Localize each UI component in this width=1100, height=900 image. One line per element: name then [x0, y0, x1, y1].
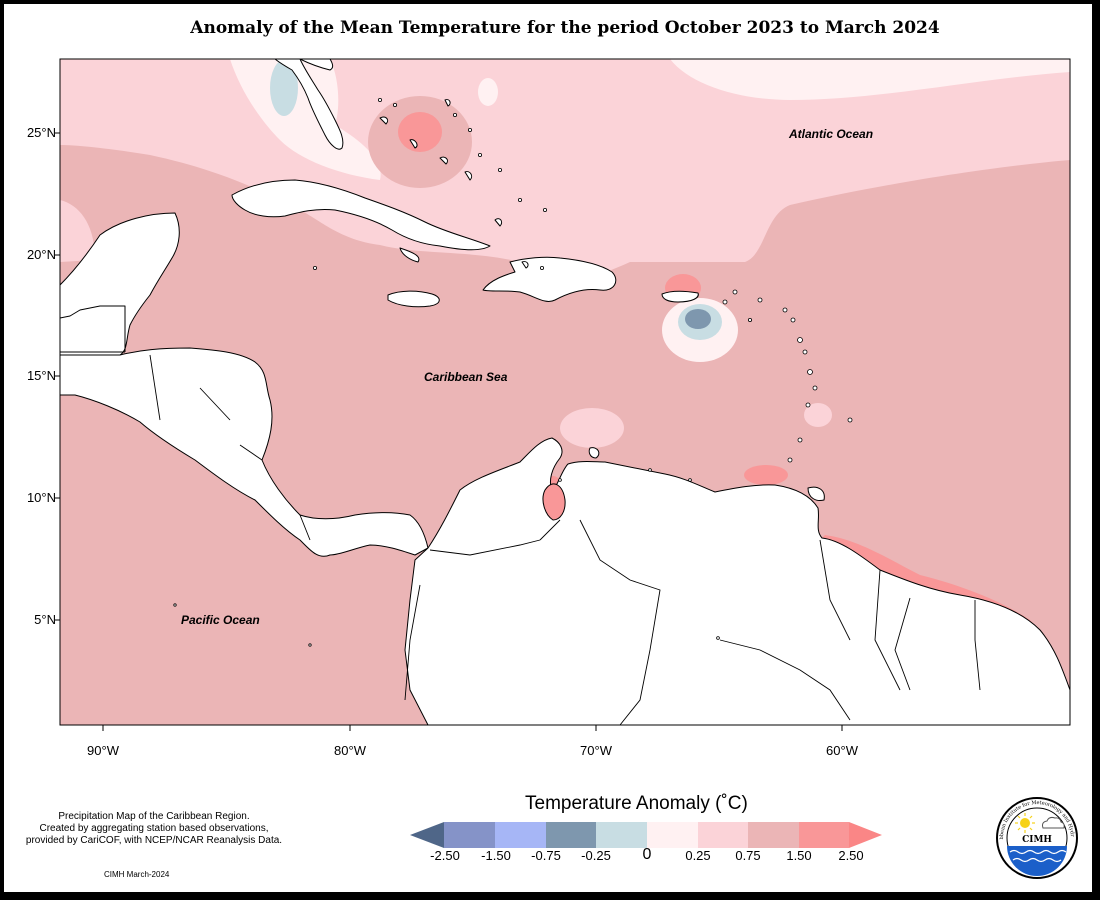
small-islands — [173, 98, 853, 647]
cloud-icon — [1042, 816, 1065, 829]
jamaica — [387, 290, 440, 308]
legend-title: Temperature Anomaly (˚C) — [525, 793, 748, 814]
legend-swatch-9 — [849, 822, 882, 848]
lon-label-80w: 80°W — [334, 743, 366, 758]
legend-swatch-2 — [495, 822, 546, 848]
land-masses — [60, 59, 1070, 725]
lat-label-20n: 20°N — [26, 247, 56, 262]
legend-swatch-0 — [410, 822, 444, 848]
credits-block: Precipitation Map of the Caribbean Regio… — [6, 811, 302, 847]
yucatan — [60, 212, 180, 356]
legend-tick: 1.50 — [786, 848, 812, 863]
legend-tick: -0.25 — [581, 848, 611, 863]
legend-tick: 0 — [642, 846, 652, 863]
legend-swatch-8 — [799, 822, 849, 848]
lat-label-15n: 15°N — [26, 368, 56, 383]
legend-swatch-3 — [546, 822, 596, 848]
credit-stamp: CIMH March-2024 — [104, 870, 170, 879]
lat-label-10n: 10°N — [26, 490, 56, 505]
credit-line: Created by aggregating station based obs… — [39, 823, 269, 834]
lat-label-5n: 5°N — [34, 612, 56, 627]
hispaniola — [482, 256, 617, 302]
legend-swatch-6 — [698, 822, 748, 848]
axis-ticks — [55, 132, 843, 731]
label-atlantic-ocean: Atlantic Ocean — [789, 127, 874, 141]
map-border — [59, 58, 1071, 726]
sun-icon — [1020, 818, 1030, 828]
florida — [274, 59, 344, 150]
anomaly-field — [60, 59, 1070, 725]
credit-line: Precipitation Map of the Caribbean Regio… — [58, 811, 250, 822]
legend-colorbar — [410, 822, 882, 848]
legend-swatch-7 — [748, 822, 799, 848]
lon-label-90w: 90°W — [87, 743, 119, 758]
legend-swatch-4 — [596, 822, 647, 848]
central-america — [60, 347, 429, 557]
puerto-rico — [661, 290, 699, 303]
map-title: Anomaly of the Mean Temperature for the … — [190, 18, 940, 38]
legend-tick: -0.75 — [531, 848, 561, 863]
logo-label: CIMH — [1022, 835, 1052, 845]
credit-line: provided by CariCOF, with NCEP/NCAR Rean… — [25, 835, 283, 846]
lat-label-25n: 25°N — [26, 125, 56, 140]
cuba — [231, 179, 491, 251]
country-borders — [149, 354, 981, 725]
legend-tick: -2.50 — [430, 848, 460, 863]
label-caribbean-sea: Caribbean Sea — [424, 370, 508, 384]
trinidad — [807, 486, 825, 501]
lon-label-70w: 70°W — [580, 743, 612, 758]
legend-swatch-1 — [444, 822, 495, 848]
legend-swatch-5 — [647, 822, 698, 848]
label-pacific-ocean: Pacific Ocean — [181, 613, 260, 627]
legend-tick: 0.25 — [685, 848, 711, 863]
legend-tick: 2.50 — [838, 848, 864, 863]
lon-label-60w: 60°W — [826, 743, 858, 758]
south-america — [404, 437, 1070, 725]
legend-tick: 0.75 — [735, 848, 761, 863]
legend-tick: -1.50 — [481, 848, 511, 863]
